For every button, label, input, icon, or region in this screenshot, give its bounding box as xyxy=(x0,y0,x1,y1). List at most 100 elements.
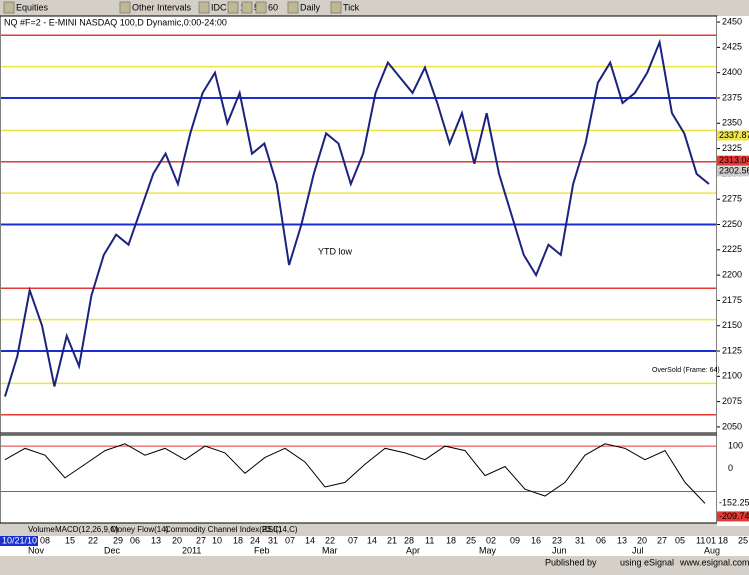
x-tick-label: 06 xyxy=(596,535,606,545)
x-tick-label: 18 xyxy=(718,535,728,545)
x-tick-label: 14 xyxy=(367,535,377,545)
y-tick-label: 2075 xyxy=(722,396,742,406)
y-tick-label: 2350 xyxy=(722,118,742,128)
x-tick-label: 02 xyxy=(486,535,496,545)
price-flag-label: 2302.56 xyxy=(719,166,749,176)
month-label: Jun xyxy=(552,545,567,555)
footer-text: Published by xyxy=(545,557,597,567)
x-tick-label: 18 xyxy=(233,535,243,545)
x-tick-label: 27 xyxy=(196,535,206,545)
toolbar-label[interactable]: Equities xyxy=(16,2,49,12)
y-tick-label: 2250 xyxy=(722,219,742,229)
toolbar-label[interactable]: IDC xyxy=(211,2,227,12)
toolbar-button[interactable] xyxy=(119,1,131,14)
x-tick-label: 29 xyxy=(113,535,123,545)
x-tick-label: 13 xyxy=(151,535,161,545)
y-tick-label: 2150 xyxy=(722,320,742,330)
price-flag xyxy=(717,155,749,166)
y-tick-label: 2225 xyxy=(722,244,742,254)
y-tick-label: 2425 xyxy=(722,42,742,52)
x-tick-label: 31 xyxy=(268,535,278,545)
price-flag-label: 2337.87 xyxy=(719,130,749,140)
toolbar-label[interactable]: 60 xyxy=(268,2,278,12)
y-tick-label: 2050 xyxy=(722,421,742,431)
indicator-tab[interactable]: Volume xyxy=(28,525,55,534)
annotation: YTD low xyxy=(318,246,353,256)
indicator-tab[interactable]: MACD(12,26,9,C) xyxy=(55,525,119,534)
toolbar-label[interactable]: Other Intervals xyxy=(132,2,192,12)
indicator-tab[interactable]: Commodity Channel Index(23,C) xyxy=(165,525,282,534)
toolbar-label[interactable]: Daily xyxy=(300,2,321,12)
x-tick-label: 24 xyxy=(250,535,260,545)
toolbar-button[interactable] xyxy=(255,1,267,14)
cci-flag-label: -209.74 xyxy=(719,511,749,521)
x-tick-label: 06 xyxy=(130,535,140,545)
price-flag-label: 2313.04 xyxy=(719,155,749,165)
price-flag xyxy=(717,166,749,177)
month-label: Apr xyxy=(406,545,420,555)
cci-tick-label: 0 xyxy=(728,463,733,473)
cci-line xyxy=(4,443,706,504)
x-tick-label: 20 xyxy=(637,535,647,545)
annotation: OverSold (Frame: 64) xyxy=(652,367,720,374)
footer-text: using eSignal xyxy=(620,557,674,567)
x-tick-label: 05 xyxy=(675,535,685,545)
x-tick-label: 22 xyxy=(88,535,98,545)
month-label: Mar xyxy=(322,545,338,555)
chart-title: NQ #F=2 - E-MINI NASDAQ 100,D Dynamic,0:… xyxy=(4,17,227,27)
x-tick-label: 22 xyxy=(325,535,335,545)
x-tick-label: 07 xyxy=(348,535,358,545)
date-flag xyxy=(0,536,38,546)
x-tick-label: 09 xyxy=(510,535,520,545)
x-tick-label: 08 xyxy=(40,535,50,545)
y-tick-label: 2200 xyxy=(722,269,742,279)
y-tick-label: 2450 xyxy=(722,16,742,26)
y-tick-label: 2400 xyxy=(722,67,742,77)
indicator-panel xyxy=(0,434,718,524)
y-tick-label: 2375 xyxy=(722,92,742,102)
time-axis xyxy=(0,536,749,556)
month-label: 2011 xyxy=(182,545,201,555)
toolbar-button[interactable] xyxy=(241,1,253,14)
x-tick-label: 31 xyxy=(575,535,585,545)
toolbar-label[interactable]: Tick xyxy=(343,2,360,12)
cci-flag xyxy=(717,498,749,509)
cci-flag-label: -152.25 xyxy=(719,498,749,508)
x-tick-label: 20 xyxy=(172,535,182,545)
x-tick-label: 23 xyxy=(552,535,562,545)
month-label: Dec xyxy=(104,545,121,555)
toolbar-button[interactable] xyxy=(198,1,210,14)
x-tick-label: 07 xyxy=(285,535,295,545)
price-axis xyxy=(717,16,749,526)
x-tick-label: 14 xyxy=(305,535,315,545)
indicator-tab[interactable]: Money Flow(14) xyxy=(111,525,169,534)
toolbar-button[interactable] xyxy=(287,1,299,14)
toolbar xyxy=(0,0,749,16)
cci-flag xyxy=(717,511,749,522)
x-tick-label: 18 xyxy=(446,535,456,545)
x-tick-label: 15 xyxy=(65,535,75,545)
toolbar-button[interactable] xyxy=(330,1,342,14)
y-tick-label: 2175 xyxy=(722,295,742,305)
x-tick-label: 10 xyxy=(212,535,222,545)
indicator-tab[interactable]: RSI(14,C) xyxy=(262,525,298,534)
x-tick-label: 27 xyxy=(657,535,667,545)
x-tick-label: 01 xyxy=(706,535,716,545)
y-tick-label: 2125 xyxy=(722,345,742,355)
x-tick-label: 25 xyxy=(738,535,748,545)
x-tick-label: 28 xyxy=(404,535,414,545)
month-label: Nov xyxy=(28,545,45,555)
price-line xyxy=(4,38,710,397)
x-tick-label: 11 xyxy=(696,535,705,545)
price-flag xyxy=(717,130,749,141)
toolbar-button[interactable] xyxy=(3,1,15,14)
month-label: Jul xyxy=(632,545,644,555)
month-label: Aug xyxy=(704,545,720,555)
x-tick-label: 11 xyxy=(425,535,434,545)
y-tick-label: 2100 xyxy=(722,371,742,381)
month-label: May xyxy=(479,545,497,555)
toolbar-button[interactable] xyxy=(227,1,239,14)
y-tick-label: 2275 xyxy=(722,194,742,204)
y-tick-label: 2325 xyxy=(722,143,742,153)
